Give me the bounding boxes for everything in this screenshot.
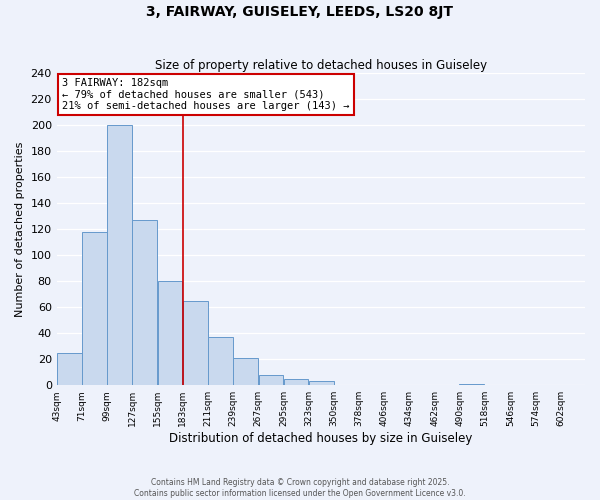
Bar bbox=[233, 358, 258, 385]
Bar bbox=[183, 300, 208, 385]
Text: 3, FAIRWAY, GUISELEY, LEEDS, LS20 8JT: 3, FAIRWAY, GUISELEY, LEEDS, LS20 8JT bbox=[146, 5, 454, 19]
Text: 3 FAIRWAY: 182sqm
← 79% of detached houses are smaller (543)
21% of semi-detache: 3 FAIRWAY: 182sqm ← 79% of detached hous… bbox=[62, 78, 349, 111]
Bar bbox=[82, 232, 107, 385]
Text: Contains HM Land Registry data © Crown copyright and database right 2025.
Contai: Contains HM Land Registry data © Crown c… bbox=[134, 478, 466, 498]
Y-axis label: Number of detached properties: Number of detached properties bbox=[15, 142, 25, 317]
Title: Size of property relative to detached houses in Guiseley: Size of property relative to detached ho… bbox=[155, 59, 487, 72]
Bar bbox=[107, 125, 132, 385]
Bar bbox=[459, 384, 484, 385]
Bar bbox=[158, 281, 182, 385]
Bar bbox=[309, 382, 334, 385]
X-axis label: Distribution of detached houses by size in Guiseley: Distribution of detached houses by size … bbox=[169, 432, 473, 445]
Bar bbox=[57, 352, 82, 385]
Bar bbox=[284, 378, 308, 385]
Bar bbox=[259, 375, 283, 385]
Bar bbox=[208, 337, 233, 385]
Bar bbox=[133, 220, 157, 385]
